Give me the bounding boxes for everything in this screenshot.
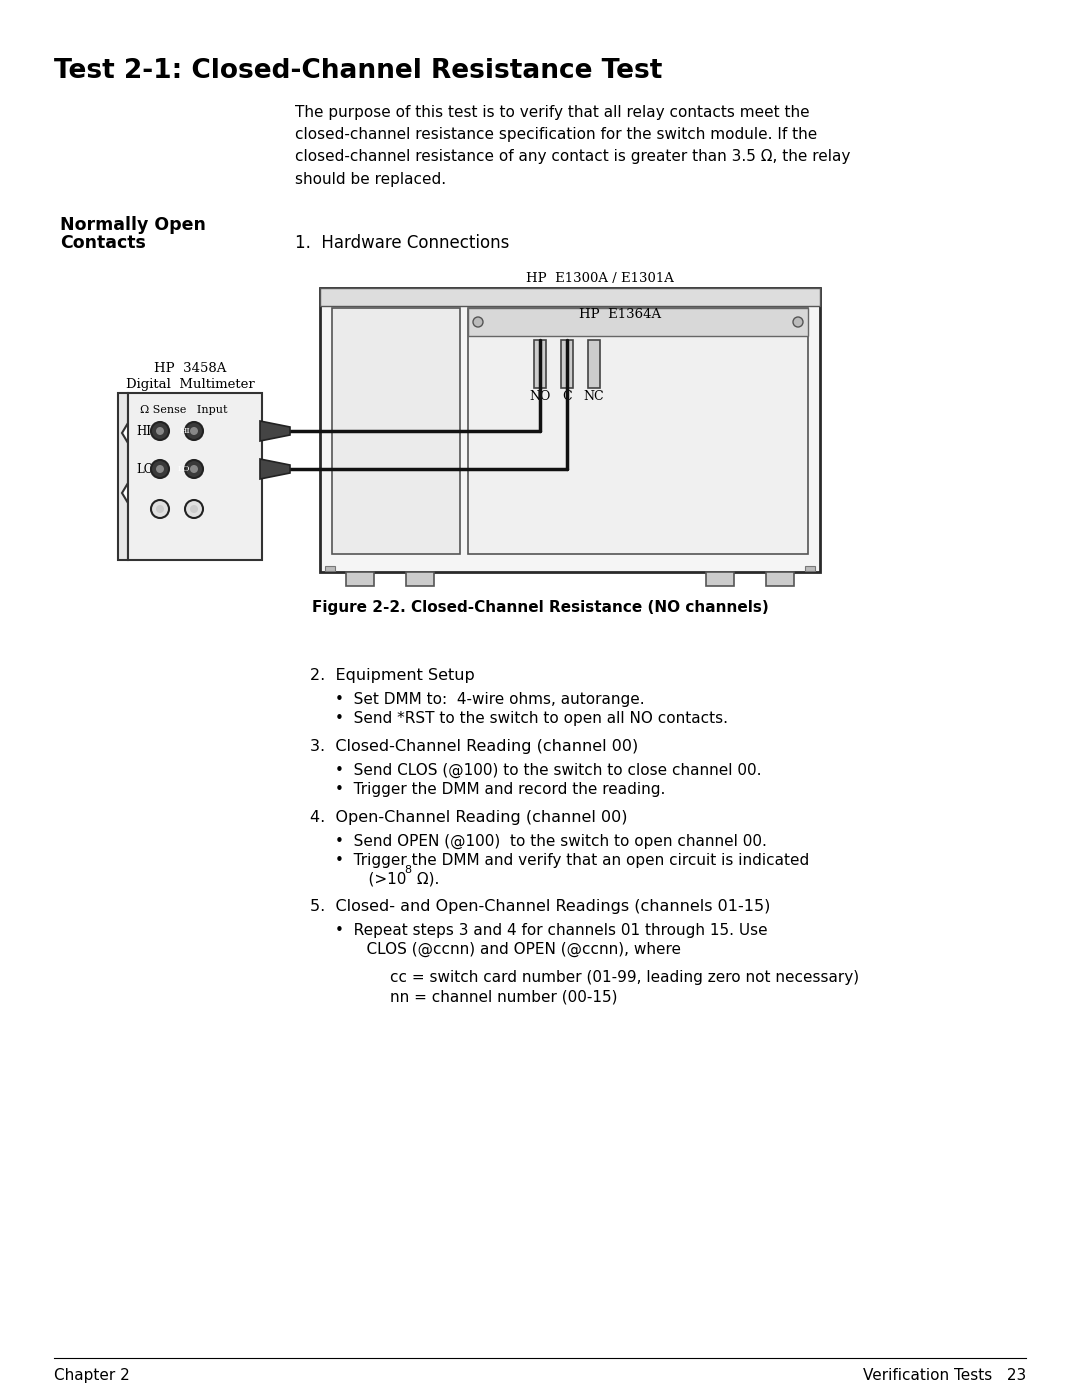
Circle shape [185,500,203,518]
Circle shape [156,427,164,434]
Circle shape [473,317,483,327]
Text: Ω).: Ω). [411,870,440,886]
Circle shape [190,465,198,474]
Text: NO: NO [529,390,551,402]
Text: C: C [563,390,571,402]
Circle shape [151,460,168,478]
Text: CLOS (@ccnn) and OPEN (@ccnn), where: CLOS (@ccnn) and OPEN (@ccnn), where [347,942,681,957]
Text: •  Send OPEN (@100)  to the switch to open channel 00.: • Send OPEN (@100) to the switch to open… [335,834,767,849]
Text: Normally Open: Normally Open [60,217,206,235]
Bar [406,571,434,585]
Text: NC: NC [583,390,605,402]
Text: •  Trigger the DMM and verify that an open circuit is indicated: • Trigger the DMM and verify that an ope… [335,854,809,868]
Circle shape [156,465,164,474]
Circle shape [190,504,198,513]
Text: •  Send CLOS (@100) to the switch to close channel 00.: • Send CLOS (@100) to the switch to clos… [335,763,761,778]
Text: •  Set DMM to:  4-wire ohms, autorange.: • Set DMM to: 4-wire ohms, autorange. [335,692,645,707]
Text: 2.  Equipment Setup: 2. Equipment Setup [310,668,475,683]
Text: Contacts: Contacts [60,235,146,251]
Bar [332,307,460,555]
Circle shape [793,317,804,327]
Text: 8: 8 [404,865,411,875]
Text: Test 2-1: Closed-Channel Resistance Test: Test 2-1: Closed-Channel Resistance Test [54,59,662,84]
Text: 5.  Closed- and Open-Channel Readings (channels 01-15): 5. Closed- and Open-Channel Readings (ch… [310,900,770,914]
Text: HP  E1300A / E1301A: HP E1300A / E1301A [526,272,674,285]
Polygon shape [260,460,291,479]
Text: 4.  Open-Channel Reading (channel 00): 4. Open-Channel Reading (channel 00) [310,810,627,826]
Polygon shape [118,393,129,560]
Text: •  Repeat steps 3 and 4 for channels 01 through 15. Use: • Repeat steps 3 and 4 for channels 01 t… [335,923,768,937]
Circle shape [156,504,164,513]
Text: The purpose of this test is to verify that all relay contacts meet the
closed-ch: The purpose of this test is to verify th… [295,105,850,187]
Text: HP  3458A: HP 3458A [153,362,226,374]
Text: nn = channel number (00-15): nn = channel number (00-15) [390,989,618,1004]
Text: •  Send *RST to the switch to open all NO contacts.: • Send *RST to the switch to open all NO… [335,711,728,726]
Text: HI: HI [136,425,151,439]
Text: LO: LO [136,462,153,476]
Bar [320,288,820,306]
Text: cc = switch card number (01-99, leading zero not necessary): cc = switch card number (01-99, leading … [390,970,859,985]
Circle shape [151,422,168,440]
Text: Ω Sense   Input: Ω Sense Input [140,405,228,415]
Polygon shape [260,420,291,441]
Circle shape [151,500,168,518]
Bar [129,393,262,560]
Bar [561,339,573,388]
Circle shape [185,460,203,478]
Bar [320,288,820,571]
Text: Digital  Multimeter: Digital Multimeter [125,379,255,391]
Text: 3.  Closed-Channel Reading (channel 00): 3. Closed-Channel Reading (channel 00) [310,739,638,754]
Circle shape [185,422,203,440]
Text: Figure 2-2. Closed-Channel Resistance (NO channels): Figure 2-2. Closed-Channel Resistance (N… [312,599,768,615]
Text: HP  E1364A: HP E1364A [579,307,661,321]
Bar [325,566,335,571]
Text: 1.  Hardware Connections: 1. Hardware Connections [295,235,510,251]
Bar [805,566,815,571]
Bar [766,571,794,585]
Text: Chapter 2: Chapter 2 [54,1368,130,1383]
Text: Verification Tests   23: Verification Tests 23 [863,1368,1026,1383]
Bar [468,307,808,337]
Text: LO: LO [177,465,190,474]
Text: •  Trigger the DMM and record the reading.: • Trigger the DMM and record the reading… [335,782,665,798]
Circle shape [190,427,198,434]
Bar [468,307,808,555]
Bar [534,339,546,388]
Text: (>10: (>10 [349,870,406,886]
Text: HI: HI [179,427,190,434]
Bar [706,571,734,585]
Bar [346,571,374,585]
Bar [588,339,600,388]
